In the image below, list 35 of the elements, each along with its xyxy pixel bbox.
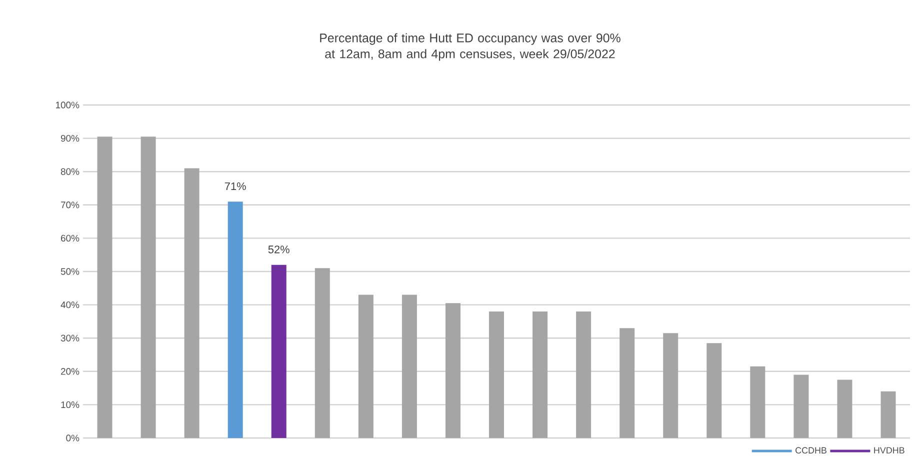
y-tick-label: 10% [61, 401, 80, 408]
bar [576, 311, 592, 438]
y-tick-label: 0% [66, 434, 80, 442]
chart-title: Percentage of time Hutt ED occupancy was over 90% at 12am, 8am and 4pm censuses, week 29/05/2022 [320, 33, 620, 61]
bar [620, 328, 635, 438]
bar [750, 366, 766, 438]
legend-label: CCDHB [796, 447, 826, 454]
y-tick-label: 90% [60, 134, 80, 142]
y-tick-label: 50% [60, 268, 80, 275]
bar [663, 333, 678, 438]
bar [228, 202, 243, 438]
bar [271, 264, 286, 438]
bar [184, 168, 200, 438]
bar [402, 294, 417, 438]
data-label: 71% [224, 182, 246, 190]
bar [706, 343, 722, 438]
y-tick-label: 60% [61, 234, 80, 242]
bar [489, 311, 504, 438]
data-label: 52% [268, 246, 290, 254]
bar [445, 303, 460, 438]
y-tick-label: 40% [60, 301, 80, 308]
bar [314, 268, 330, 438]
bar [97, 136, 112, 438]
bar [532, 311, 548, 438]
y-tick-label: 100% [56, 102, 80, 108]
bar [794, 374, 809, 438]
y-tick-label: 70% [61, 202, 80, 208]
bar [837, 380, 852, 438]
bar [358, 294, 374, 438]
bar [880, 391, 896, 438]
y-tick-label: 30% [60, 334, 80, 342]
y-tick-label: 20% [61, 368, 80, 375]
y-tick-label: 80% [60, 168, 80, 175]
bar [140, 136, 156, 438]
legend-label: HVDHB [874, 447, 904, 454]
